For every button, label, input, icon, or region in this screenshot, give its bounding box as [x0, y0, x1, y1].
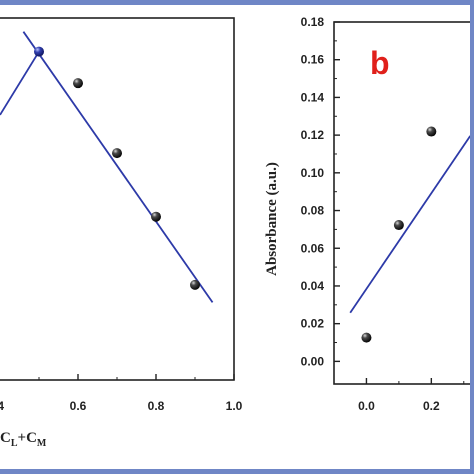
panel-a-data-point: [73, 78, 83, 89]
panel-b-data-point: [426, 126, 437, 137]
panel-b-x-tick-label: 0.0: [358, 399, 375, 413]
x-axis-title-part: M: [37, 438, 47, 449]
x-axis-title-part: +C: [18, 430, 37, 446]
panel-a-x-tick-label: 1.0: [226, 399, 243, 413]
panel-b-y-tick-label: 0.14: [301, 90, 325, 104]
panel-b-y-axis-title: Absorbance (a.u.): [264, 162, 280, 276]
panel-b-y-tick-label: 0.10: [301, 166, 325, 180]
panel-b-y-tick-label: 0.18: [301, 15, 325, 29]
panel-a-x-tick-label: 0.6: [70, 399, 87, 413]
panel-a-data-point: [34, 46, 44, 57]
panel-b-label: b: [370, 45, 390, 81]
panel-a-data-point: [151, 211, 161, 222]
panel-a-x-tick-label-partial: 4: [0, 399, 4, 413]
x-axis-title-part: L: [11, 438, 18, 449]
panel-b-y-tick-label: 0.06: [301, 241, 325, 255]
panel-b-data-point: [361, 332, 372, 343]
panel-b-y-tick-label: 0.08: [301, 204, 325, 218]
panel-b-y-tick-label: 0.02: [301, 317, 325, 331]
panel-a-fit-line: [0, 51, 40, 116]
panel-a-x-tick-label: 0.8: [148, 399, 165, 413]
panel-a-data-point: [112, 148, 122, 159]
panel-a-plot-frame: [0, 17, 235, 381]
panel-a-fit-line: [22, 31, 214, 303]
panel-b-y-tick-label: 0.12: [301, 128, 325, 142]
panel-b-x-tick-label: 0.2: [423, 399, 440, 413]
panel-b-data-point: [393, 220, 404, 231]
panel-a: 0.6 0.8 1.0 4 CL+CM: [0, 17, 243, 449]
panel-a-data-point: [190, 279, 200, 290]
panel-b-y-tick-label: 0.16: [301, 53, 325, 67]
panel-b-plot-frame: [333, 21, 474, 385]
x-axis-title-part: C: [0, 430, 11, 446]
panel-b-y-tick-label: 0.00: [301, 354, 325, 368]
panel-b-y-tick-label: 0.04: [301, 279, 325, 293]
panel-b-fit-line: [349, 135, 472, 314]
panel-a-x-axis-title: CL+CM: [0, 430, 47, 449]
panel-b: 0.00 0.02 0.04 0.06 0.08 0.10 0.12 0.14 0.16 0.18…: [264, 15, 474, 413]
